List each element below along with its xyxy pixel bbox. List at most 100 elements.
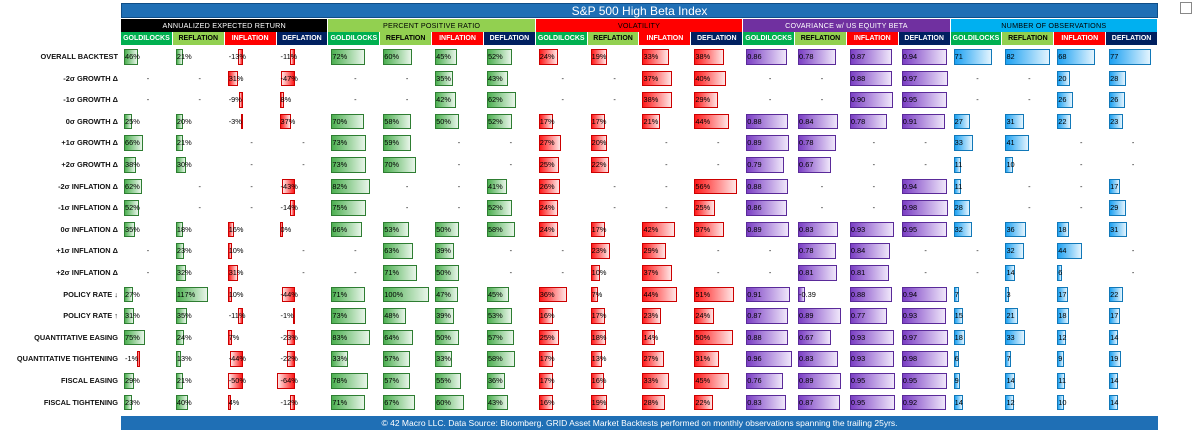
- cell-obs: 19: [1106, 348, 1158, 370]
- cell-value: -: [768, 246, 772, 256]
- data-bar: [435, 264, 460, 281]
- cell-value: 0.86: [747, 203, 762, 213]
- data-bar: [538, 372, 554, 389]
- cell-value: 23%: [591, 246, 607, 256]
- cell-value: -: [872, 203, 876, 213]
- data-bar: [435, 113, 460, 130]
- cell-value: 50%: [695, 332, 711, 342]
- cell-ret: -: [277, 154, 329, 176]
- data-bar: [694, 286, 734, 303]
- cell-ppr: 48%: [380, 305, 432, 327]
- regime-header-goldilocks: GOLDILOCKS: [535, 32, 588, 45]
- data-bar: [538, 156, 560, 173]
- data-bar: [175, 351, 182, 367]
- cell-cov: 0.95: [899, 89, 951, 111]
- cell-value: 0.98: [902, 354, 918, 364]
- cell-ppr: 52%: [484, 197, 536, 219]
- data-bar: [642, 308, 662, 324]
- data-bar: [383, 49, 412, 65]
- data-bar: [227, 394, 231, 411]
- cell-value: 0.67: [799, 159, 814, 169]
- cell-ret: -64%: [276, 370, 329, 392]
- cell-cov: 0.78: [795, 240, 847, 262]
- cell-obs: -: [1106, 132, 1158, 154]
- cell-value: 71: [954, 52, 963, 61]
- regime-header-goldilocks: GOLDILOCKS: [121, 32, 173, 45]
- data-bar: [901, 49, 947, 65]
- cell-value: 0.87: [799, 397, 814, 407]
- cell-value: 0.89: [799, 311, 814, 321]
- cell-ret: 16%: [225, 219, 277, 241]
- cell-vol: -: [536, 240, 588, 262]
- cell-value: -: [302, 138, 305, 148]
- cell-value: 18: [1058, 224, 1067, 234]
- cell-value: 57%: [487, 332, 503, 342]
- cell-value: 30%: [176, 159, 192, 169]
- cell-vol: 16%: [536, 305, 588, 327]
- cell-obs: 32: [951, 219, 1003, 241]
- cell-value: 19%: [591, 52, 607, 61]
- cell-ret: -: [277, 262, 329, 284]
- cell-value: 0.84: [850, 246, 866, 256]
- data-bar: [1057, 372, 1065, 389]
- cell-value: 73%: [332, 159, 348, 169]
- checkbox-icon[interactable]: [1180, 2, 1192, 14]
- cell-obs: 41: [1002, 132, 1054, 154]
- cell-value: 26: [1058, 95, 1067, 105]
- cell-vol: 17%: [536, 348, 588, 370]
- cell-ppr: 57%: [380, 370, 432, 392]
- table-row: +1σ GROWTH Δ 66% 21% - - 73% 59% - - 27% 20% - - 0.89…: [0, 132, 1158, 154]
- cell-value: -: [820, 95, 824, 105]
- data-bar: [953, 221, 973, 238]
- data-bar: [1005, 156, 1013, 173]
- cell-value: 57%: [384, 354, 400, 364]
- data-bar: [953, 113, 970, 130]
- data-bar: [849, 243, 891, 259]
- cell-ppr: 57%: [484, 327, 536, 349]
- cell-value: 33%: [332, 354, 348, 364]
- cell-value: 0.83: [799, 224, 814, 234]
- data-bar: [279, 221, 283, 238]
- group-header-row: ANNUALIZED EXPECTED RETURN PERCENT POSITI…: [121, 19, 1159, 32]
- cell-value: 0.83: [799, 354, 814, 364]
- data-bar: [538, 221, 559, 238]
- cell-vol: 23%: [588, 240, 640, 262]
- cell-value: -: [250, 138, 253, 148]
- cell-ppr: 73%: [328, 154, 380, 176]
- data-bar: [124, 308, 135, 324]
- cell-vol: 13%: [588, 348, 640, 370]
- cell-value: -: [1079, 159, 1083, 169]
- cell-ppr: 50%: [432, 327, 484, 349]
- cell-vol: -: [588, 176, 640, 198]
- data-bar: [331, 308, 366, 324]
- cell-value: 37%: [643, 267, 659, 277]
- cell-value: -: [665, 159, 668, 169]
- data-bar: [238, 92, 244, 108]
- cell-value: -: [405, 95, 409, 105]
- cell-value: 52%: [487, 203, 503, 213]
- data-bar: [486, 329, 515, 346]
- cell-value: 35%: [125, 224, 140, 234]
- cell-value: -14%: [280, 203, 298, 213]
- cell-value: -: [457, 181, 461, 191]
- cell-ppr: 59%: [380, 132, 432, 154]
- cell-value: -: [302, 159, 305, 169]
- cell-value: -: [250, 159, 253, 169]
- regime-header-reflation: REFLATION: [795, 32, 847, 45]
- cell-cov: 0.86: [743, 46, 795, 68]
- cell-obs: 26: [1106, 89, 1158, 111]
- cell-cov: 0.81: [795, 262, 847, 284]
- cell-obs: 12: [1002, 392, 1054, 414]
- cell-vol: 31%: [691, 348, 743, 370]
- data-bar: [798, 351, 838, 367]
- data-bar: [798, 394, 840, 411]
- data-bar: [175, 113, 184, 130]
- cell-ret: -: [173, 197, 225, 219]
- cell-ppr: -: [484, 262, 536, 284]
- data-bar: [538, 113, 554, 130]
- cell-ret: -9%: [225, 89, 277, 111]
- data-bar: [279, 92, 284, 108]
- cell-ret: -43%: [277, 176, 329, 198]
- cell-value: 31%: [228, 73, 244, 83]
- data-bar: [238, 308, 244, 324]
